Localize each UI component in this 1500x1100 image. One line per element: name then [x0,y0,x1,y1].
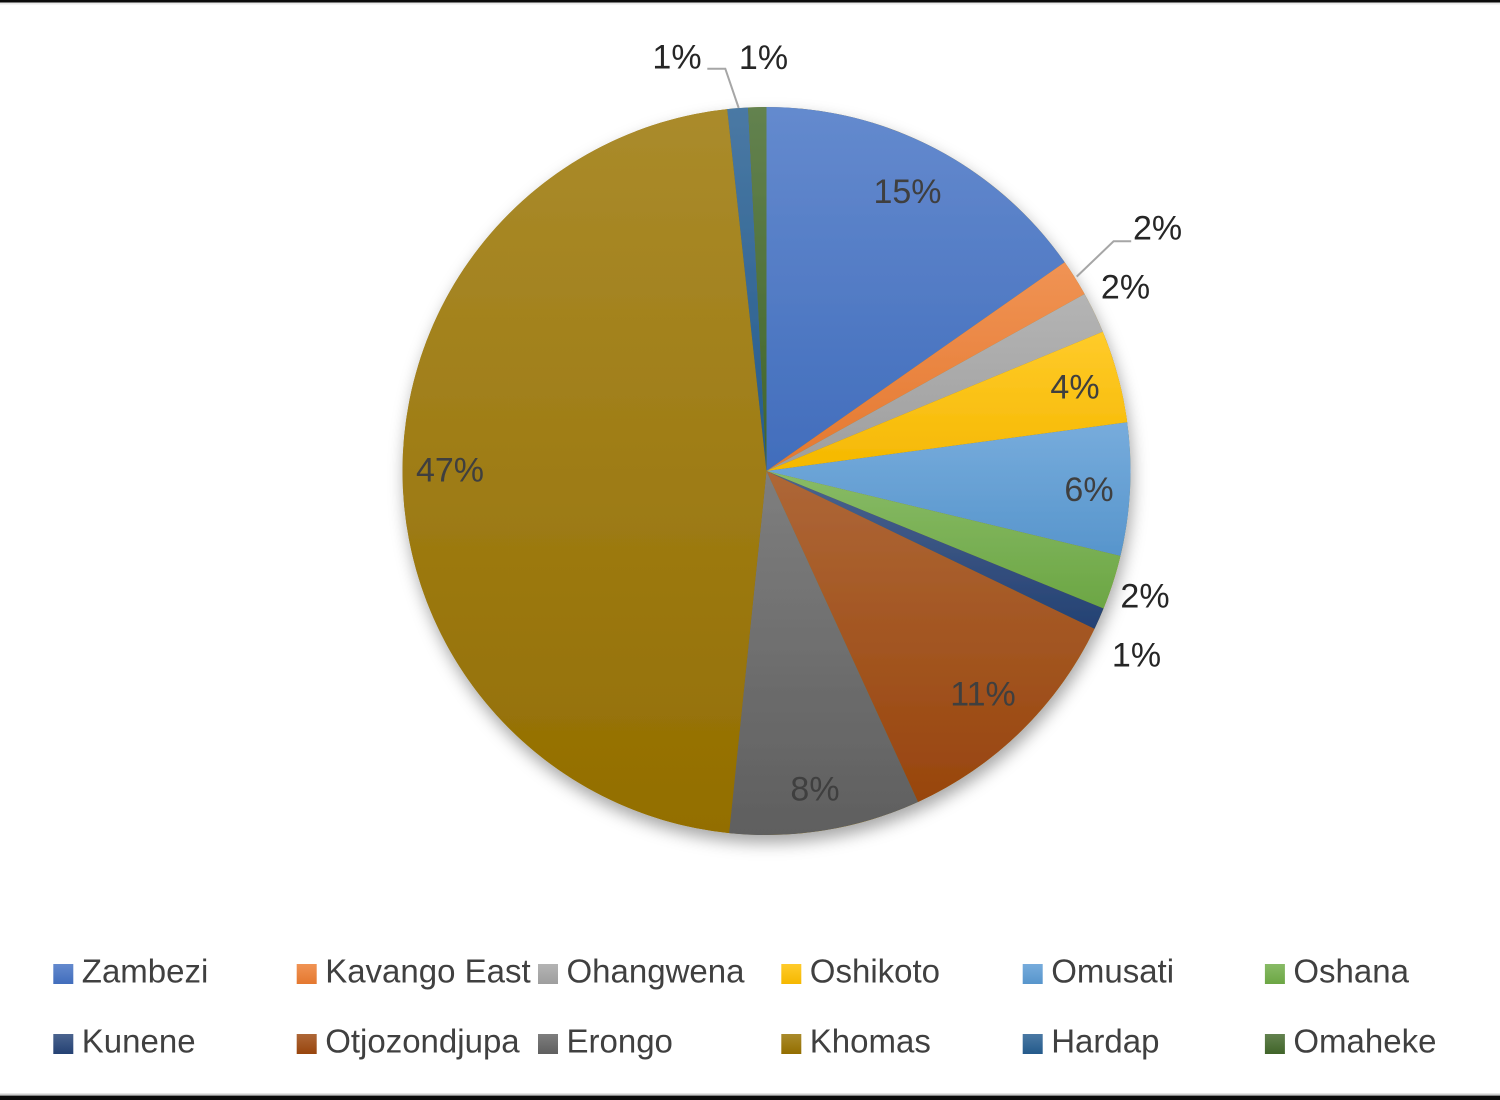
svg-text:47%: 47% [416,452,484,490]
svg-text:Khomas: Khomas [810,1023,931,1060]
svg-text:Ohangwena: Ohangwena [567,953,746,990]
svg-text:Hardap: Hardap [1051,1023,1159,1060]
svg-text:11%: 11% [950,676,1016,714]
svg-text:2%: 2% [1133,210,1182,248]
svg-text:1%: 1% [739,39,788,77]
svg-text:Oshikoto: Oshikoto [810,953,940,990]
svg-text:Kunene: Kunene [82,1023,196,1060]
svg-text:Oshana: Oshana [1293,953,1409,990]
svg-text:15%: 15% [873,173,941,211]
svg-text:Omusati: Omusati [1051,953,1174,990]
svg-text:2%: 2% [1101,268,1150,306]
svg-text:Otjozondjupa: Otjozondjupa [325,1023,520,1060]
svg-text:Kavango East: Kavango East [325,953,530,990]
svg-text:1%: 1% [652,39,701,77]
svg-text:Erongo: Erongo [567,1023,673,1060]
svg-text:Zambezi: Zambezi [82,953,209,990]
svg-text:6%: 6% [1064,471,1113,509]
svg-text:1%: 1% [1112,636,1161,674]
svg-text:8%: 8% [790,771,839,809]
svg-text:2%: 2% [1120,578,1169,616]
svg-text:Omaheke: Omaheke [1293,1023,1436,1060]
svg-text:4%: 4% [1050,369,1099,407]
